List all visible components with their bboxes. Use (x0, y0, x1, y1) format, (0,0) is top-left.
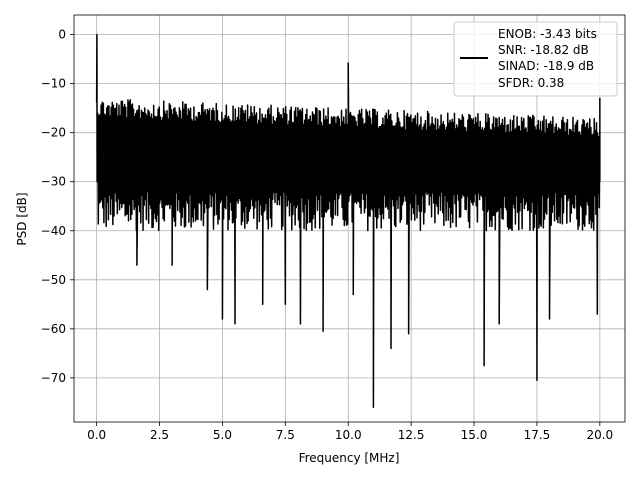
legend-entry-snr: SNR: -18.82 dB (498, 43, 589, 57)
legend: ENOB: -3.43 bits SNR: -18.82 dB SINAD: -… (453, 21, 618, 97)
x-tick-label: 20.0 (586, 428, 613, 442)
psd-series-line (95, 33, 601, 409)
y-tick-label: −60 (41, 322, 66, 336)
x-tick-label: 17.5 (524, 428, 551, 442)
legend-box (453, 21, 618, 97)
y-tick-label: −70 (41, 371, 66, 385)
plot-frame (73, 14, 626, 423)
legend-entry-sfdr: SFDR: 0.38 (498, 76, 564, 90)
y-tick-label: −50 (41, 273, 66, 287)
y-axis-label: PSD [dB] (15, 192, 29, 245)
legend-entry-enob: ENOB: -3.43 bits (498, 27, 597, 41)
legend-entry-sinad: SINAD: -18.9 dB (498, 59, 594, 73)
x-tick-label: 12.5 (398, 428, 425, 442)
x-tick-label: 15.0 (461, 428, 488, 442)
x-axis-ticks: 0.0 2.5 5.0 7.5 10.0 12.5 15.0 17.5 20.0 (87, 422, 613, 442)
series-layer (95, 33, 601, 409)
y-tick-label: −40 (41, 224, 66, 238)
x-tick-label: 7.5 (276, 428, 295, 442)
x-axis-label: Frequency [MHz] (299, 451, 400, 465)
x-tick-label: 2.5 (150, 428, 169, 442)
y-tick-label: −10 (41, 77, 66, 91)
y-axis-ticks: 0 −10 −20 −30 −40 −50 −60 −70 (41, 28, 74, 385)
x-tick-label: 0.0 (87, 428, 106, 442)
y-tick-label: 0 (58, 28, 66, 42)
x-tick-label: 10.0 (335, 428, 362, 442)
x-tick-label: 5.0 (213, 428, 232, 442)
y-tick-label: −20 (41, 126, 66, 140)
y-tick-label: −30 (41, 175, 66, 189)
